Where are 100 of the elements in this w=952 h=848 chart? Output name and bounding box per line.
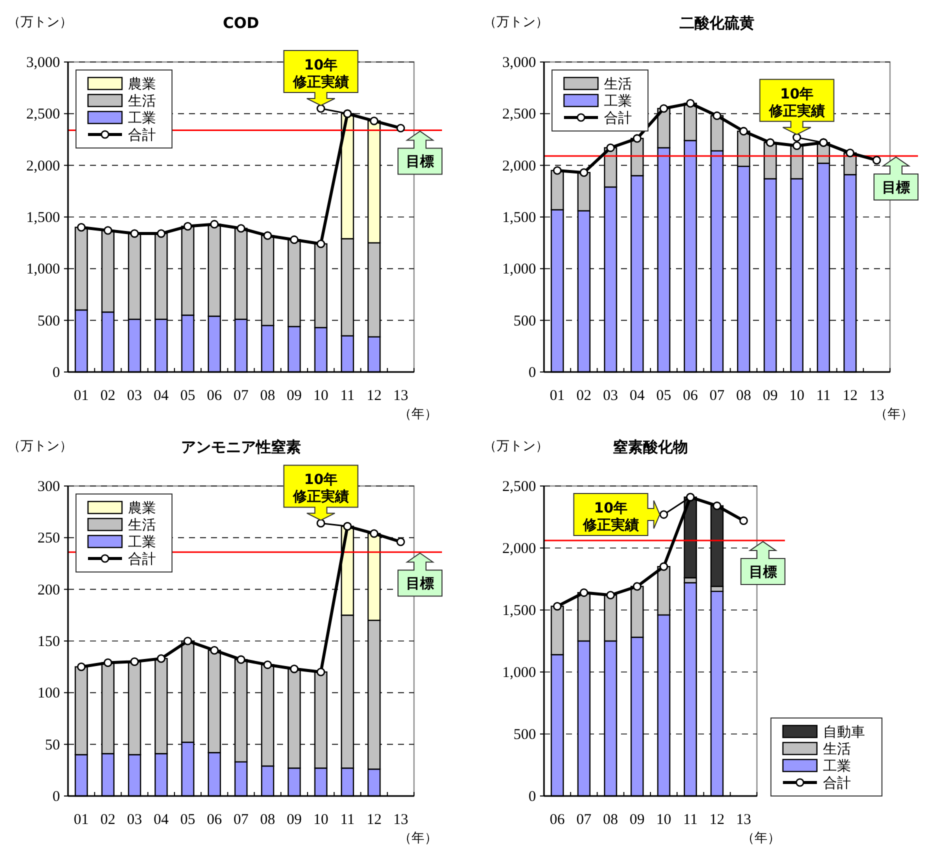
- x-tick-label: 13: [393, 388, 408, 404]
- x-tick-label: 06: [550, 812, 566, 828]
- y-tick-label: 2,000: [26, 158, 60, 174]
- y-tick-label: 250: [38, 530, 60, 547]
- y-tick-label: 2,500: [502, 479, 536, 495]
- x-tick-label: 01: [550, 388, 565, 404]
- y-tick-label: 150: [38, 634, 60, 650]
- y-tick-label: 1,000: [502, 665, 536, 681]
- x-tick-label: 13: [736, 812, 752, 828]
- y-tick-label: 1,000: [26, 262, 60, 278]
- x-axis-title: （年）: [398, 831, 438, 846]
- ref-line-label: 目標: [882, 180, 910, 196]
- x-tick-label: 11: [340, 812, 355, 828]
- x-tick-label: 05: [180, 388, 196, 404]
- x-tick-label: 06: [206, 812, 222, 828]
- y-tick-label: 500: [38, 313, 60, 330]
- legend-label: 生活: [128, 518, 156, 534]
- y-tick-label: 3,000: [502, 55, 536, 71]
- y-tick-label: 0: [528, 789, 536, 805]
- x-tick-label: 01: [74, 388, 89, 404]
- x-tick-label: 09: [762, 388, 778, 404]
- y-tick-label: 50: [45, 737, 60, 754]
- annotation: 10年修正実績: [768, 86, 825, 120]
- x-tick-label: 03: [127, 388, 142, 404]
- x-tick-label: 04: [154, 388, 170, 404]
- y-axis-title: （万トン）: [8, 439, 72, 454]
- annotation: 10年修正実績: [292, 472, 349, 506]
- y-tick-label: 2,000: [502, 541, 536, 557]
- y-tick-label: 300: [38, 479, 60, 495]
- x-tick-label: 07: [234, 812, 249, 828]
- legend-label: 工業: [604, 94, 632, 110]
- x-tick-label: 13: [869, 388, 884, 404]
- x-tick-label: 03: [603, 388, 618, 404]
- x-axis-title: （年）: [874, 407, 914, 422]
- x-tick-label: 02: [576, 388, 592, 404]
- x-tick-label: 05: [656, 388, 672, 404]
- y-tick-label: 1,000: [502, 262, 536, 278]
- y-tick-label: 1,500: [502, 603, 536, 619]
- chart-title: 二酸化硫黄: [680, 14, 754, 32]
- x-tick-label: 02: [100, 388, 116, 404]
- legend-label: 農業: [128, 500, 156, 516]
- legend-label: 工業: [128, 534, 156, 550]
- annotation: 10年修正実績: [582, 500, 639, 534]
- x-tick-label: 10: [313, 812, 328, 828]
- ref-line-label: 目標: [748, 564, 777, 581]
- x-tick-label: 07: [576, 812, 592, 828]
- x-axis-title: （年）: [741, 831, 780, 846]
- x-tick-label: 09: [630, 812, 645, 828]
- legend-label: 生活: [822, 742, 851, 758]
- legend-label: 生活: [604, 76, 632, 92]
- legend-label: 合計: [822, 776, 851, 792]
- x-tick-label: 11: [816, 388, 831, 404]
- x-tick-label: 12: [366, 388, 382, 404]
- x-tick-label: 01: [74, 812, 89, 828]
- legend-label: 自動車: [822, 724, 865, 740]
- chart-title: アンモニア性窒素: [181, 438, 301, 456]
- x-tick-label: 11: [683, 812, 698, 828]
- y-axis-title: （万トン）: [484, 439, 548, 454]
- x-tick-label: 09: [286, 388, 302, 404]
- x-tick-label: 09: [286, 812, 302, 828]
- x-tick-label: 04: [630, 388, 646, 404]
- x-tick-label: 12: [842, 388, 858, 404]
- x-tick-label: 04: [154, 812, 170, 828]
- x-axis-title: （年）: [398, 407, 438, 422]
- y-tick-label: 500: [514, 313, 536, 330]
- legend-label: 農業: [128, 76, 156, 92]
- x-tick-label: 07: [234, 388, 249, 404]
- x-tick-label: 12: [366, 812, 382, 828]
- x-tick-label: 08: [260, 388, 276, 404]
- x-tick-label: 08: [260, 812, 276, 828]
- x-tick-label: 08: [603, 812, 618, 828]
- y-tick-label: 2,000: [502, 158, 536, 174]
- x-tick-label: 12: [710, 812, 724, 828]
- y-tick-label: 1,500: [502, 210, 536, 226]
- x-tick-label: 10: [789, 388, 804, 404]
- legend-label: 合計: [128, 128, 156, 144]
- y-axis-title: （万トン）: [8, 15, 72, 30]
- y-axis-title: （万トン）: [484, 15, 548, 30]
- y-tick-label: 0: [528, 365, 536, 381]
- x-tick-label: 10: [656, 812, 672, 828]
- annotation: 10年修正実績: [292, 58, 349, 90]
- y-tick-label: 0: [52, 789, 60, 805]
- chart-title: 窒素酸化物: [612, 438, 688, 456]
- y-tick-label: 2,500: [26, 106, 60, 123]
- y-tick-label: 200: [38, 582, 60, 598]
- x-tick-label: 08: [736, 388, 752, 404]
- x-tick-label: 11: [340, 388, 355, 404]
- x-tick-label: 03: [127, 812, 142, 828]
- x-tick-label: 06: [682, 388, 698, 404]
- x-tick-label: 06: [206, 388, 222, 404]
- y-tick-label: 500: [514, 727, 536, 743]
- x-tick-label: 02: [100, 812, 116, 828]
- x-tick-label: 07: [710, 388, 725, 404]
- ref-line-label: 目標: [406, 154, 434, 170]
- legend-label: 工業: [128, 110, 156, 126]
- y-tick-label: 100: [38, 686, 60, 702]
- y-tick-label: 0: [52, 365, 60, 381]
- legend-label: 合計: [128, 552, 156, 568]
- ref-line-label: 目標: [406, 576, 434, 592]
- x-tick-label: 13: [393, 812, 408, 828]
